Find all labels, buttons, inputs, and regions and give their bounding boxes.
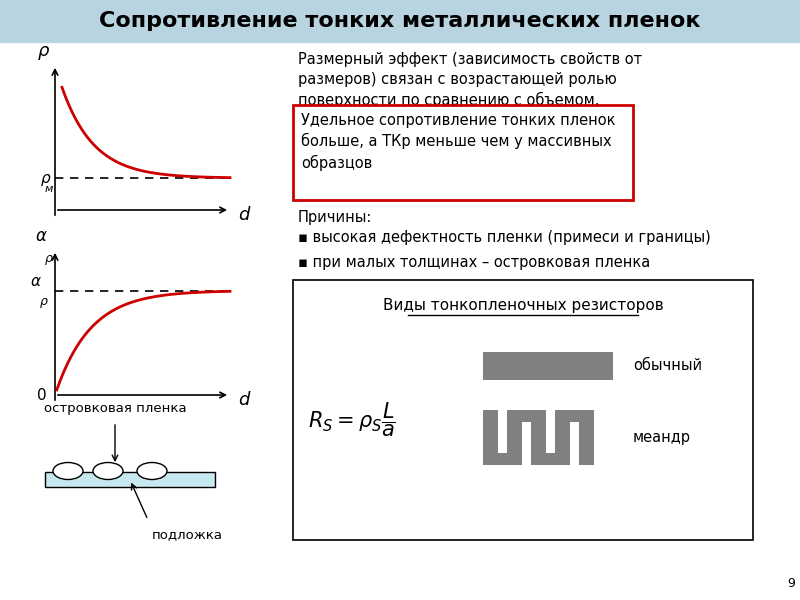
Text: Причины:: Причины:	[298, 210, 372, 225]
Text: α: α	[35, 227, 46, 245]
Bar	[498, 410, 507, 453]
Text: ρ: ρ	[38, 42, 49, 60]
Text: α: α	[31, 274, 41, 289]
Text: 9: 9	[787, 577, 795, 590]
Bar	[483, 352, 613, 380]
Text: м: м	[45, 184, 53, 194]
Text: d: d	[238, 391, 250, 409]
Bar	[546, 410, 555, 453]
Text: d: d	[238, 206, 250, 224]
Bar	[570, 422, 579, 465]
Text: ρ: ρ	[45, 252, 53, 265]
Text: островковая пленка: островковая пленка	[44, 402, 186, 415]
Text: обычный: обычный	[633, 358, 702, 373]
Text: ▪ при малых толщинах – островковая пленка: ▪ при малых толщинах – островковая пленк…	[298, 255, 650, 270]
Ellipse shape	[137, 463, 167, 479]
Ellipse shape	[93, 463, 123, 479]
Text: Размерный эффект (зависимость свойств от
размеров) связан с возрастающей ролью
п: Размерный эффект (зависимость свойств от…	[298, 52, 642, 108]
Text: Сопротивление тонких металлических пленок: Сопротивление тонких металлических плено…	[99, 11, 701, 31]
Text: $R_S = \rho_S \dfrac{L}{a}$: $R_S = \rho_S \dfrac{L}{a}$	[308, 401, 396, 439]
Text: 0: 0	[38, 388, 47, 403]
Ellipse shape	[53, 463, 83, 479]
Bar	[483, 410, 594, 465]
Text: ▪ высокая дефектность пленки (примеси и границы): ▪ высокая дефектность пленки (примеси и …	[298, 230, 710, 245]
Text: ρ: ρ	[40, 170, 50, 185]
Text: ρ: ρ	[40, 295, 48, 308]
Bar	[522, 422, 531, 465]
Bar	[45, 472, 215, 487]
Text: Виды тонкопленочных резисторов: Виды тонкопленочных резисторов	[382, 298, 663, 313]
Text: подложка: подложка	[152, 528, 223, 541]
Text: Удельное сопротивление тонких пленок
больше, а ТКр меньше чем у массивных
образц: Удельное сопротивление тонких пленок бол…	[301, 113, 615, 171]
Text: меандр: меандр	[633, 430, 691, 445]
Bar	[293, 280, 753, 540]
Bar	[293, 105, 633, 200]
Bar	[0, 0, 800, 42]
